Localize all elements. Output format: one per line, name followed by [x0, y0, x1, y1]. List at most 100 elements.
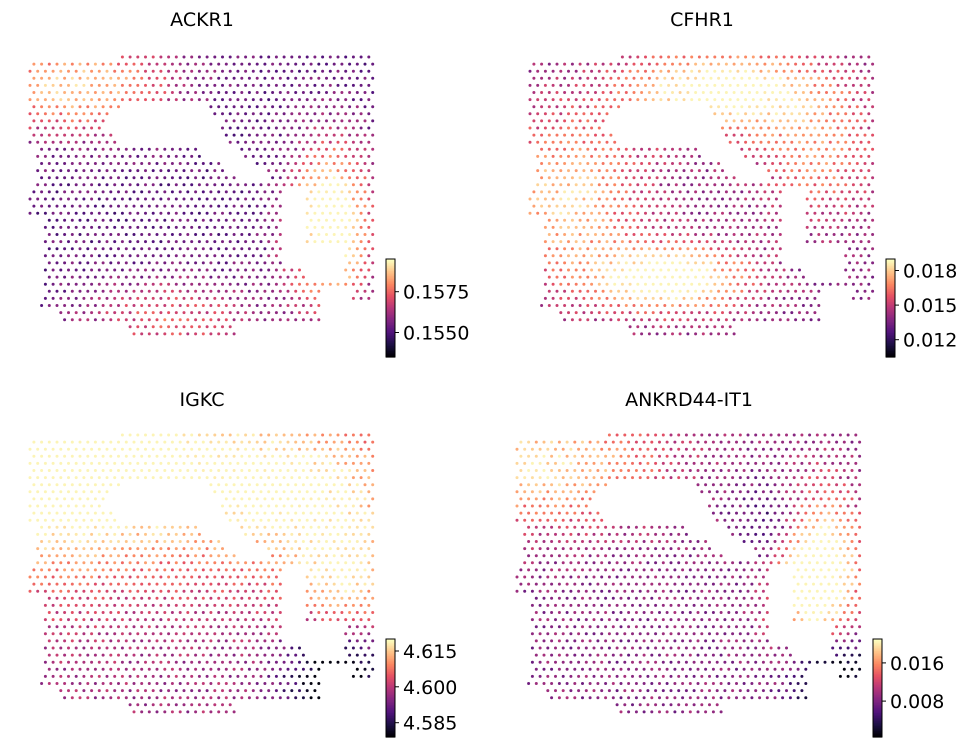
spot [850, 440, 854, 444]
spot [197, 154, 201, 158]
spot [705, 325, 709, 329]
spot [213, 225, 217, 229]
spot [724, 218, 728, 222]
spot [132, 261, 136, 265]
spot [244, 140, 248, 144]
spot [348, 133, 352, 137]
spot [667, 197, 671, 201]
spot [213, 169, 217, 173]
spot [163, 261, 167, 265]
spot [348, 105, 352, 109]
spot [209, 639, 213, 643]
spot [344, 126, 348, 130]
spot [740, 204, 744, 208]
spot [363, 497, 367, 501]
spot [844, 169, 848, 173]
spot [170, 76, 174, 80]
spot [263, 204, 267, 208]
spot [205, 55, 209, 59]
spot [771, 76, 775, 80]
spot [278, 304, 282, 307]
spot [205, 447, 209, 451]
spot [732, 261, 736, 265]
spot [728, 282, 732, 286]
spot [282, 55, 286, 59]
spot [732, 218, 736, 222]
spot [301, 119, 305, 123]
spot [728, 83, 732, 87]
spot [724, 247, 728, 251]
spot [163, 275, 167, 279]
spot [836, 183, 840, 187]
spot [113, 83, 117, 87]
colorbar-segment [386, 286, 395, 289]
spot [363, 667, 367, 671]
spot [848, 147, 852, 151]
spot [644, 225, 647, 229]
spot [51, 575, 55, 579]
spot [282, 490, 286, 494]
spot [744, 55, 748, 59]
spot [63, 176, 67, 180]
spot [282, 140, 286, 144]
spot [117, 554, 120, 558]
spot [128, 589, 132, 593]
spot [620, 154, 624, 158]
spot [301, 469, 305, 472]
spot [601, 62, 605, 66]
spot [774, 296, 778, 300]
spot [742, 440, 746, 444]
spot [63, 133, 67, 137]
spot [613, 98, 617, 102]
spot [47, 162, 51, 165]
spot [336, 154, 340, 158]
spot [596, 440, 600, 444]
spot [840, 218, 844, 222]
spot [367, 490, 371, 494]
spot [677, 476, 681, 480]
spot [124, 233, 128, 236]
spot [363, 261, 367, 265]
spot [663, 190, 667, 194]
spot [686, 76, 690, 80]
spot [355, 91, 359, 94]
spot [190, 575, 194, 579]
spot [155, 469, 159, 472]
spot [732, 247, 736, 251]
spot [136, 703, 140, 707]
spot [332, 133, 336, 137]
spot [540, 76, 544, 80]
spot [613, 197, 617, 201]
spot [597, 69, 601, 73]
colorbar-segment [386, 263, 395, 267]
spot [867, 140, 871, 144]
spot [197, 254, 201, 258]
spot [74, 575, 78, 579]
spot [543, 296, 547, 300]
spot [221, 589, 224, 593]
spot [255, 682, 259, 685]
spot [271, 261, 275, 265]
spot [573, 454, 577, 458]
spot [651, 254, 655, 258]
spot [721, 211, 724, 215]
spot [547, 190, 551, 194]
spot [605, 183, 609, 187]
spot [151, 325, 155, 329]
spot [842, 440, 846, 444]
spot [228, 98, 232, 102]
spot [93, 568, 97, 572]
spot [205, 69, 209, 73]
colorbar-segment [886, 273, 895, 276]
spot [147, 469, 151, 472]
spot [723, 476, 727, 480]
spot [70, 525, 74, 529]
spot [28, 126, 32, 130]
spot [782, 69, 786, 73]
spot [619, 440, 623, 444]
spot [74, 225, 78, 229]
spot [201, 233, 205, 236]
spot [724, 289, 728, 293]
spot [217, 639, 221, 643]
spot [724, 176, 728, 180]
